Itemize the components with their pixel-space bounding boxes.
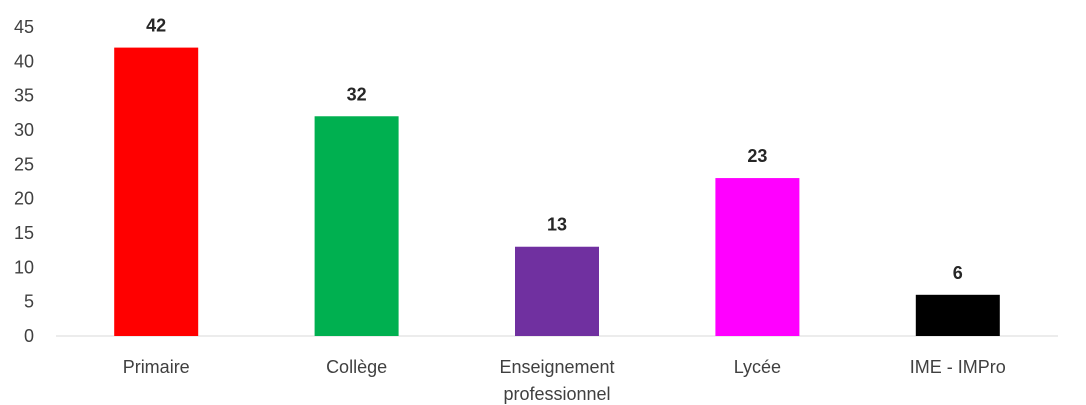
bar [314,116,399,337]
category-label: Collège [326,357,387,377]
bar [715,178,800,336]
y-tick-label: 45 [14,17,34,37]
y-tick-label: 35 [14,86,34,106]
y-tick-label: 15 [14,223,34,243]
bar [515,246,599,336]
data-label: 13 [547,215,567,235]
category-label: professionnel [503,384,610,404]
y-tick-label: 40 [14,51,34,71]
y-axis: 0 5 10 15 20 25 30 35 40 45 [14,17,34,346]
y-tick-label: 30 [14,120,34,140]
bar [114,47,199,336]
y-tick-label: 10 [14,257,34,277]
data-label: 42 [146,16,166,36]
data-label: 23 [747,146,767,166]
y-tick-label: 5 [24,292,34,312]
y-tick-label: 20 [14,189,34,209]
bar [915,294,1000,336]
category-labels: Primaire Collège Enseignement professionnel… [123,357,1006,404]
data-labels: 42 32 13 23 6 [146,16,963,283]
category-label: IME - IMPro [910,357,1006,377]
data-label: 32 [347,84,367,104]
data-label: 6 [953,263,963,283]
y-tick-label: 25 [14,154,34,174]
category-label: Lycée [734,357,781,377]
y-tick-label: 0 [24,326,34,346]
category-label: Primaire [123,357,190,377]
category-label: Enseignement [499,357,614,377]
bars [114,47,1000,337]
